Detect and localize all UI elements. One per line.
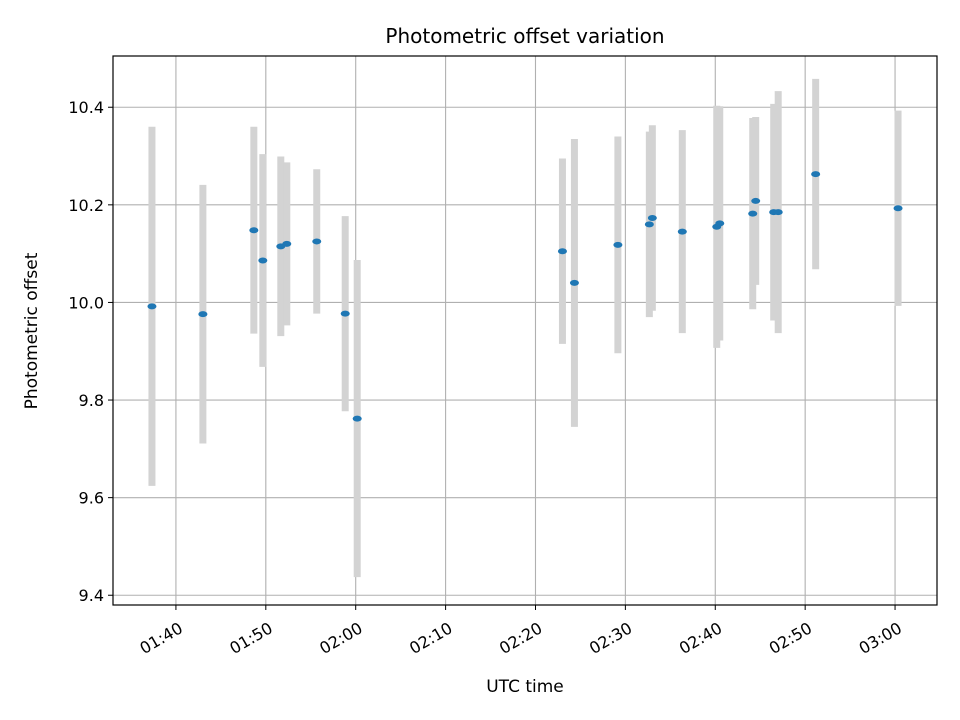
- data-point: [613, 241, 623, 248]
- y-tick-label: 10.4: [68, 98, 104, 117]
- x-tick-label: 01:40: [136, 618, 185, 658]
- y-tick-label: 9.6: [79, 489, 104, 508]
- data-point: [715, 220, 725, 227]
- x-tick-label: 02:00: [316, 618, 365, 658]
- data-point: [282, 240, 292, 247]
- data-point: [893, 205, 903, 212]
- x-tick-label: 02:10: [406, 618, 455, 658]
- data-point: [312, 238, 322, 245]
- data-point: [677, 228, 687, 235]
- y-tick-label: 10.0: [68, 293, 104, 312]
- data-points: [147, 171, 903, 422]
- y-tick-label: 9.8: [79, 391, 104, 410]
- data-point: [569, 279, 579, 286]
- data-point: [748, 210, 758, 217]
- x-axis-label: UTC time: [486, 677, 564, 697]
- x-tick-label: 02:40: [676, 618, 725, 658]
- data-point: [249, 227, 259, 234]
- data-point: [647, 215, 657, 222]
- y-tick-label: 10.2: [68, 196, 104, 215]
- data-point: [811, 171, 821, 178]
- x-tick-label: 02:20: [496, 618, 545, 658]
- x-tick-label: 03:00: [856, 618, 905, 658]
- y-axis-ticks: 9.4 9.6 9.8 10.0 10.2 10.4: [68, 98, 113, 605]
- x-tick-label: 02:30: [586, 618, 635, 658]
- y-axis-label: Photometric offset: [22, 252, 42, 409]
- x-tick-label: 02:50: [766, 618, 815, 658]
- data-point: [751, 197, 761, 204]
- y-tick-label: 9.4: [79, 586, 104, 605]
- x-axis-ticks: 01:40 01:50 02:00 02:10 02:20 02:30 02:40 02:50…: [136, 605, 905, 658]
- data-point: [773, 209, 783, 216]
- data-point: [644, 221, 654, 228]
- x-tick-label: 01:50: [226, 618, 275, 658]
- data-point: [352, 415, 362, 422]
- data-point: [198, 311, 208, 318]
- data-point: [340, 310, 350, 317]
- data-point: [258, 257, 268, 264]
- plot-frame: [112, 55, 938, 606]
- data-point: [147, 303, 157, 310]
- data-point: [557, 248, 567, 255]
- chart-title: Photometric offset variation: [385, 24, 664, 48]
